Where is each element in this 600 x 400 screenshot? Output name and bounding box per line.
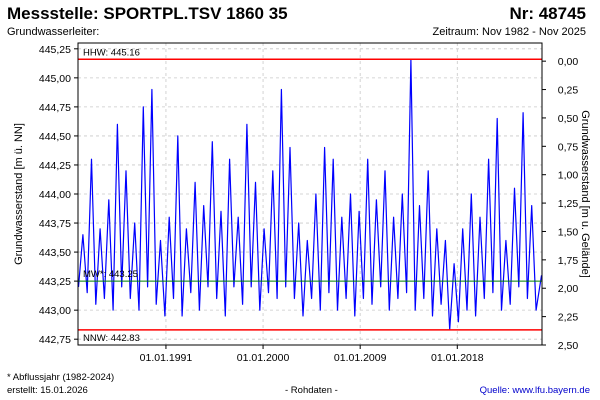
footnote: * Abflussjahr (1982-2024)	[7, 372, 115, 383]
x-tick-label: 01.01.1991	[140, 352, 193, 364]
left-tick-label: 444,50	[39, 131, 71, 143]
left-tick-label: 444,00	[39, 189, 71, 201]
y-axis-label-right: Grundwasserstand [m u. Gelände]	[579, 110, 591, 278]
right-tick-label: 1,25	[558, 198, 579, 210]
plot-frame	[77, 42, 543, 346]
aquifer-label: Grundwasserleiter:	[7, 26, 100, 38]
left-tick-label: 445,25	[39, 44, 71, 56]
left-tick-label: 443,00	[39, 305, 71, 317]
right-tick-label: 0,00	[558, 56, 579, 68]
created-date: erstellt: 15.01.2026	[7, 385, 88, 396]
data-kind-label: - Rohdaten -	[285, 385, 338, 396]
period-label: Zeitraum: Nov 1982 - Nov 2025	[432, 26, 586, 38]
ref-label-hhw: HHW: 445.16	[83, 47, 140, 58]
left-tick-label: 443,50	[39, 247, 71, 259]
y-axis-label-left: Grundwasserstand [m ü. NN]	[13, 123, 25, 265]
right-tick-label: 0,75	[558, 141, 579, 153]
groundwater-series-line	[77, 58, 543, 331]
right-tick-label: 1,75	[558, 255, 579, 267]
grid-layer	[78, 43, 542, 345]
station-number: Nr: 48745	[509, 4, 586, 23]
left-tick-label: 444,25	[39, 160, 71, 172]
x-tick-label: 01.01.2009	[334, 352, 387, 364]
series-layer	[77, 58, 543, 331]
x-tick-label: 01.01.2000	[237, 352, 290, 364]
ref-label-nnw: NNW: 442.83	[83, 333, 140, 344]
source-link[interactable]: Quelle: www.lfu.bayern.de	[479, 385, 590, 396]
page-title: Messstelle: SPORTPL.TSV 1860 35	[7, 4, 288, 23]
left-tick-label: 442,75	[39, 334, 71, 346]
ref-label-mw: MW*: 443.25	[83, 269, 138, 280]
right-tick-label: 0,25	[558, 85, 579, 97]
reference-lines: HHW: 445.16 NNW: 442.83 MW*: 443.25	[78, 47, 542, 344]
x-tick-label: 01.01.2018	[431, 352, 484, 364]
right-tick-label: 1,00	[558, 170, 579, 182]
left-tick-label: 443,25	[39, 276, 71, 288]
left-tick-label: 443,75	[39, 218, 71, 230]
axis-layer: 445,25 445,00 444,75 444,50 444,25 444,00 443,…	[39, 44, 579, 364]
right-tick-label: 2,25	[558, 312, 579, 324]
right-tick-label: 1,50	[558, 226, 579, 238]
right-tick-label: 0,50	[558, 113, 579, 125]
right-tick-label: 2,00	[558, 283, 579, 295]
left-tick-label: 444,75	[39, 102, 71, 114]
left-tick-label: 445,00	[39, 73, 71, 85]
right-tick-label: 2,50	[558, 340, 579, 352]
